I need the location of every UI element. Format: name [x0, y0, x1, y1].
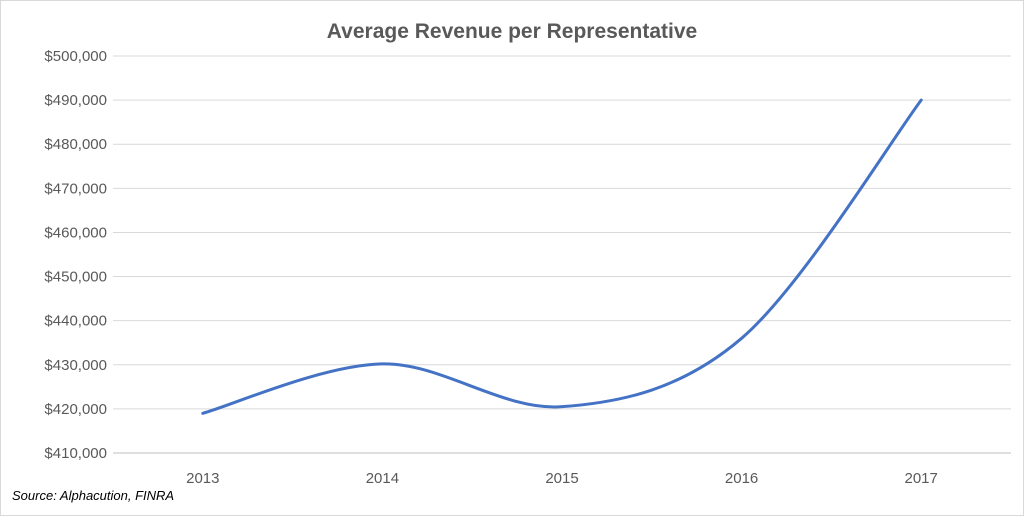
- y-axis-ticks: $410,000 $420,000 $430,000 $440,000 $450,000…: [44, 48, 107, 462]
- chart-title: Average Revenue per Representative: [327, 20, 697, 43]
- x-tick-label: 2016: [725, 470, 758, 487]
- y-tick-label: $420,000: [44, 401, 107, 418]
- series-line: [201, 98, 923, 415]
- data-point: [381, 362, 384, 365]
- y-tick-label: $440,000: [44, 313, 107, 330]
- source-note: Source: Alphacution, FINRA: [12, 488, 174, 503]
- y-tick-label: $410,000: [44, 445, 107, 462]
- y-tick-label: $490,000: [44, 92, 107, 109]
- data-point: [201, 412, 204, 415]
- x-tick-label: 2017: [905, 470, 938, 487]
- x-tick-label: 2015: [545, 470, 578, 487]
- y-tick-label: $500,000: [44, 48, 107, 65]
- data-point: [561, 405, 564, 408]
- x-axis-ticks: 2013 2014 2015 2016 2017: [186, 470, 938, 487]
- y-tick-label: $470,000: [44, 180, 107, 197]
- data-point: [740, 337, 743, 340]
- y-tick-label: $480,000: [44, 136, 107, 153]
- data-point: [920, 99, 923, 102]
- series-group: [201, 98, 923, 415]
- y-tick-label: $430,000: [44, 357, 107, 374]
- y-tick-label: $450,000: [44, 269, 107, 286]
- y-tick-label: $460,000: [44, 224, 107, 241]
- x-tick-label: 2014: [366, 470, 399, 487]
- x-tick-label: 2013: [186, 470, 219, 487]
- gridlines: [113, 55, 1011, 410]
